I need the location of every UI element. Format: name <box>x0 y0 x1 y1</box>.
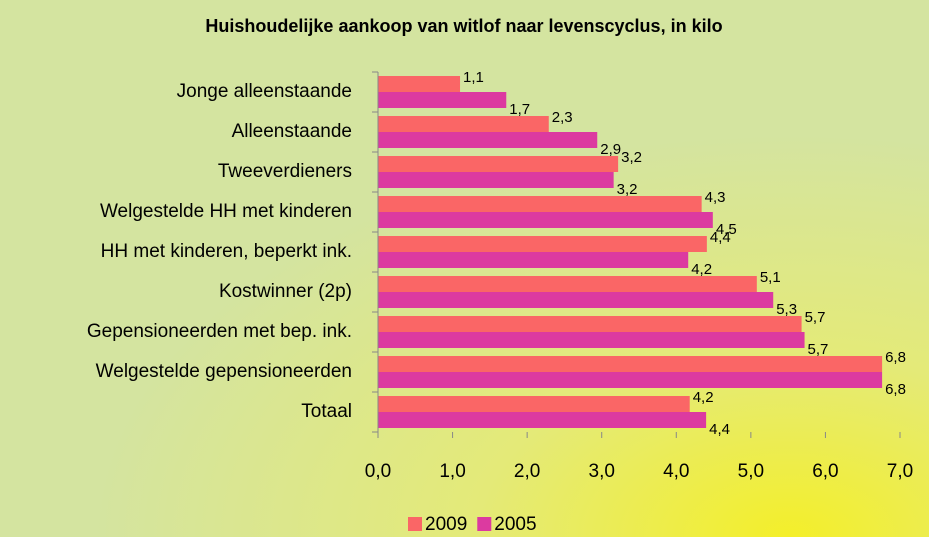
legend-swatch <box>477 517 492 531</box>
data-label: 4,2 <box>691 261 712 278</box>
y-tick-label: Tweeverdieners <box>218 161 352 182</box>
bar <box>378 236 707 252</box>
x-tick-label: 4,0 <box>663 461 689 482</box>
x-tick-label: 7,0 <box>887 461 913 482</box>
data-label: 1,7 <box>509 101 530 118</box>
y-tick-label: Jonge alleenstaande <box>177 81 352 102</box>
bar <box>378 76 461 92</box>
bar <box>378 92 507 108</box>
y-tick-label: Welgestelde HH met kinderen <box>100 201 352 222</box>
x-tick-label: 5,0 <box>738 461 764 482</box>
bar <box>378 276 757 292</box>
data-label: 2,3 <box>552 109 573 126</box>
y-tick-label: HH met kinderen, beperkt ink. <box>101 241 352 262</box>
chart-title: Huishoudelijke aankoop van witlof naar l… <box>205 16 722 36</box>
x-tick-label: 3,0 <box>589 461 615 482</box>
x-tick-label: 0,0 <box>365 461 391 482</box>
bar <box>378 412 707 428</box>
bar <box>378 132 598 148</box>
x-tick-label: 6,0 <box>812 461 838 482</box>
legend-label: 2005 <box>494 514 536 535</box>
legend-label: 2009 <box>425 514 467 535</box>
data-label: 5,7 <box>805 309 826 326</box>
data-label: 2,9 <box>600 141 621 158</box>
data-label: 3,2 <box>621 149 642 166</box>
data-label: 3,2 <box>617 181 638 198</box>
legend-swatch <box>408 517 422 531</box>
bar <box>378 172 614 188</box>
data-label: 6,8 <box>885 349 906 366</box>
y-tick-label: Welgestelde gepensioneerden <box>96 361 352 382</box>
data-label: 1,1 <box>463 69 484 86</box>
bar <box>378 252 689 268</box>
bar <box>378 292 774 308</box>
bar <box>378 196 702 212</box>
data-label: 5,7 <box>808 341 829 358</box>
bar <box>378 396 690 412</box>
bar <box>378 116 549 132</box>
data-label: 4,5 <box>716 221 737 238</box>
y-tick-label: Totaal <box>301 401 352 422</box>
data-label: 5,3 <box>776 301 797 318</box>
y-tick-label: Alleenstaande <box>232 121 352 142</box>
x-tick-label: 1,0 <box>439 461 465 482</box>
bar <box>378 356 883 372</box>
data-label: 4,3 <box>705 189 726 206</box>
bar <box>378 156 619 172</box>
data-label: 4,2 <box>693 389 714 406</box>
data-label: 4,4 <box>709 421 730 438</box>
data-label: 4,4 <box>710 229 731 246</box>
bar <box>378 212 713 228</box>
bar <box>378 372 883 388</box>
data-label: 5,1 <box>760 269 781 286</box>
bar <box>378 316 802 332</box>
y-tick-label: Gepensioneerden met bep. ink. <box>87 321 352 342</box>
bar <box>378 332 805 348</box>
x-tick-label: 2,0 <box>514 461 540 482</box>
y-tick-label: Kostwinner (2p) <box>219 281 352 302</box>
data-label: 6,8 <box>885 381 906 398</box>
